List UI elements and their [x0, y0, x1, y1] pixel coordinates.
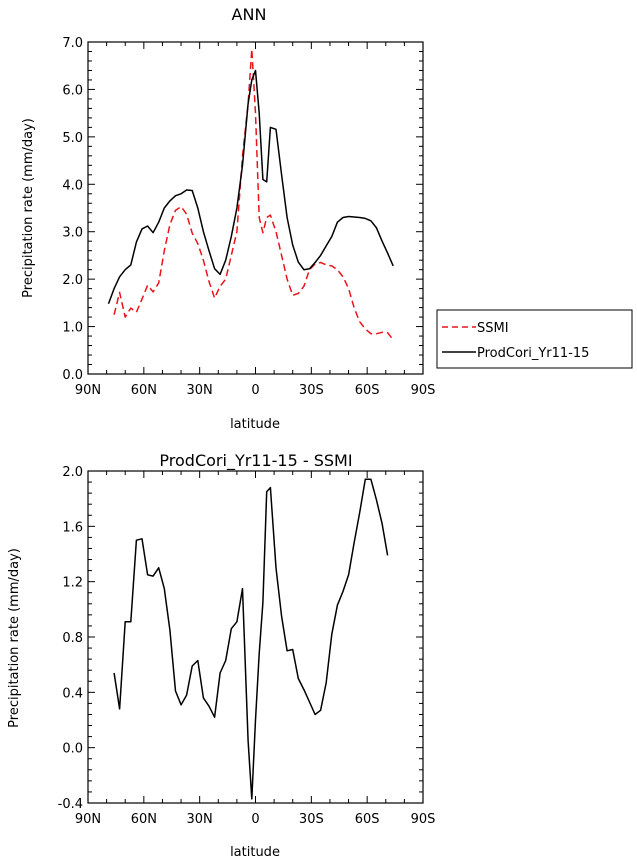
bottom-x-axis-label: latitude: [230, 845, 280, 860]
top-series-line-ssmi: [113, 48, 394, 341]
bottom-chart-title: ProdCori_Yr11-15 - SSMI: [159, 451, 352, 471]
top-series-lines: [107, 48, 394, 341]
bottom-panel-difference: ProdCori_Yr11-15 - SSMI 90N 60N 30N 0 30S 60S…: [7, 451, 435, 860]
top-x-tick-label: 30N: [187, 383, 213, 398]
top-y-tick-label: 2.0: [62, 273, 83, 288]
top-x-axis-label: latitude: [230, 417, 280, 432]
top-y-tick-label: 4.0: [62, 178, 83, 193]
top-y-axis-label: Precipitation rate (mm/day): [21, 118, 36, 298]
bottom-y-tick-label: 0.8: [62, 631, 83, 646]
top-panel-ann: ANN 90N 60N 30N 0 30S 60S 90S 0.0 1.0 2.0 3.0 4.0 5.…: [21, 5, 633, 432]
bottom-x-tick-label: 90N: [75, 812, 101, 827]
top-series-line-prodcori-yr11-15: [107, 69, 394, 305]
top-x-tick-label: 30S: [299, 383, 324, 398]
top-y-tick-label: 3.0: [62, 226, 83, 241]
top-plot-frame: [87, 41, 424, 375]
top-y-tick-label: 0.0: [62, 368, 83, 383]
bottom-y-tick-label: 0.0: [62, 742, 83, 757]
bottom-y-tick-label: 1.6: [62, 520, 83, 535]
top-x-tick-label: 60N: [131, 383, 157, 398]
bottom-x-tick-label: 90S: [411, 812, 436, 827]
legend-label-prodcori: ProdCori_Yr11-15: [477, 346, 589, 361]
top-y-tick-label: 7.0: [62, 36, 83, 51]
top-y-tick-label: 1.0: [62, 321, 83, 336]
bottom-y-tick-label: 1.2: [62, 576, 83, 591]
bottom-y-tick-label: 0.4: [62, 686, 83, 701]
top-x-tick-label: 90S: [411, 383, 436, 398]
bottom-y-tick-label: -0.4: [58, 797, 83, 812]
top-x-tick-label: 0: [251, 383, 259, 398]
bottom-plot-frame: [87, 470, 424, 804]
top-y-tick-label: 5.0: [62, 131, 83, 146]
bottom-x-tick-label: 0: [251, 812, 259, 827]
top-y-tick-label: 6.0: [62, 83, 83, 98]
bottom-axis-ticks: 90N 60N 30N 0 30S 60S 90S -0.4 0.0 0.4 0.8 1.2 1.6 2.…: [58, 465, 436, 827]
top-axis-ticks: 90N 60N 30N 0 30S 60S 90S 0.0 1.0 2.0 3.0 4.0 5.0 6.0…: [62, 36, 435, 398]
top-chart-title: ANN: [232, 5, 267, 24]
bottom-y-axis-label: Precipitation rate (mm/day): [7, 548, 22, 728]
top-x-tick-label: 60S: [355, 383, 380, 398]
legend: SSMI ProdCori_Yr11-15: [436, 309, 633, 369]
bottom-x-tick-label: 30N: [187, 812, 213, 827]
bottom-x-tick-label: 60N: [131, 812, 157, 827]
bottom-y-tick-label: 2.0: [62, 465, 83, 480]
bottom-series-lines: [113, 478, 389, 800]
top-x-tick-label: 90N: [75, 383, 101, 398]
bottom-x-tick-label: 30S: [299, 812, 324, 827]
bottom-series-line-difference: [113, 478, 389, 800]
bottom-x-tick-label: 60S: [355, 812, 380, 827]
legend-label-ssmi: SSMI: [477, 321, 509, 336]
legend-box: [436, 309, 633, 369]
